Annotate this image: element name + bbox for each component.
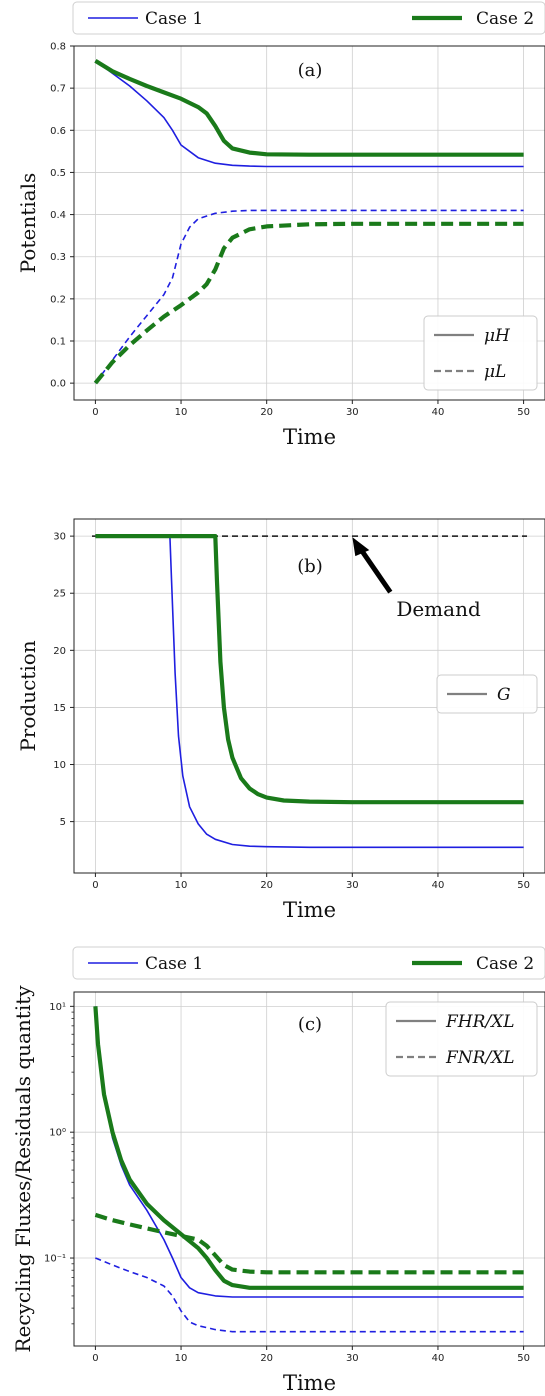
- demand-arrow: [357, 545, 393, 594]
- x-tick-label: 30: [346, 407, 359, 418]
- legend-frame: [72, 946, 545, 980]
- y-tick-label: 20: [53, 646, 66, 657]
- x-tick-label: 30: [346, 1353, 359, 1364]
- plot-frame: [73, 991, 545, 1347]
- panel-annotation: (b): [297, 556, 323, 577]
- y-tick-label: 10⁰: [49, 1128, 66, 1139]
- x-tick-label: 40: [432, 1353, 445, 1364]
- plot-frame: [73, 45, 545, 401]
- y-tick-label: 15: [53, 703, 66, 714]
- legend-label-1: Case 1: [145, 954, 203, 974]
- style-legend-frame: [423, 315, 538, 391]
- x-tick-label: 10: [175, 1353, 188, 1364]
- x-tick-label: 30: [346, 880, 359, 891]
- legend-label-2: Case 2: [476, 954, 534, 974]
- x-tick-label: 0: [92, 407, 98, 418]
- x-tick-label: 50: [517, 880, 530, 891]
- style-legend: G: [436, 674, 538, 714]
- series-case-1-solid: [95, 535, 524, 849]
- style-legend-label: FNR/XL: [445, 1048, 515, 1068]
- style-legend-label: G: [497, 685, 511, 705]
- series-case-1-dashed: [95, 1257, 524, 1333]
- style-legend-label: FHR/XL: [445, 1012, 515, 1032]
- panel-a: 0 10 20 30 40 50 0.0 0.1 0.2 0.3 0.4 0.5 0.6 0.7 0.8 Ti…: [16, 42, 545, 449]
- x-axis-label: Time: [283, 425, 336, 449]
- style-legend-label: μH: [484, 326, 511, 346]
- y-tick-label: 0.3: [50, 252, 66, 263]
- style-legend-label: μL: [484, 362, 506, 382]
- y-tick-label: 10¹: [49, 1002, 66, 1013]
- y-tick-label: 0.6: [50, 126, 66, 137]
- legend-frame: [72, 1, 545, 35]
- demand-arrow-head: [352, 537, 370, 557]
- x-tick-label: 40: [432, 880, 445, 891]
- series-case-2-dashed: [93, 221, 524, 385]
- x-tick-label: 50: [517, 407, 530, 418]
- y-tick-label: 0.4: [50, 210, 66, 221]
- case-legend-top: Case 1 Case 2: [72, 1, 545, 35]
- panel-b: 0 10 20 30 40 50 5 10 15 20 25 30 Time Production Dema…: [16, 518, 545, 922]
- y-axis-label: Production: [16, 640, 40, 751]
- y-tick-label: 0.5: [50, 168, 66, 179]
- series-case-2-solid: [95, 533, 524, 805]
- x-tick-label: 20: [260, 880, 273, 891]
- x-axis-label: Time: [283, 1371, 336, 1395]
- y-axis-label: Recycling Fluxes/Residuals quantity: [11, 985, 35, 1353]
- series-case-2-dashed: [94, 1212, 524, 1275]
- x-tick-label: 10: [175, 880, 188, 891]
- series-case-2-solid: [94, 59, 524, 157]
- style-legend: FHR/XL FNR/XL: [385, 1001, 538, 1077]
- series-case-1-solid: [94, 60, 524, 168]
- demand-label: Demand: [396, 597, 481, 621]
- series-case-2-solid: [93, 1006, 524, 1290]
- y-tick-label: 10: [53, 760, 66, 771]
- y-axis-label: Potentials: [16, 173, 40, 273]
- y-tick-label: 10⁻¹: [44, 1254, 66, 1265]
- y-tick-label: 0.1: [50, 337, 66, 348]
- y-tick-label: 0.7: [50, 84, 66, 95]
- y-tick-label: 5: [60, 817, 66, 828]
- x-tick-label: 0: [92, 880, 98, 891]
- x-axis-label: Time: [283, 898, 336, 922]
- legend-label-2: Case 2: [476, 9, 534, 29]
- x-tick-label: 0: [92, 1353, 98, 1364]
- x-tick-label: 20: [260, 1353, 273, 1364]
- legend-label-1: Case 1: [145, 9, 203, 29]
- x-tick-label: 10: [175, 407, 188, 418]
- style-legend: μH μL: [423, 315, 538, 391]
- panel-annotation: (a): [298, 60, 323, 81]
- panel-c: 0 10 20 30 40 50 10⁻¹ 10⁰ 10¹ Time Recycling Fluxe…: [11, 985, 545, 1395]
- y-tick-label: 0.8: [50, 42, 66, 53]
- x-tick-label: 50: [517, 1353, 530, 1364]
- x-tick-label: 40: [432, 407, 445, 418]
- y-tick-label: 25: [53, 589, 66, 600]
- x-tick-label: 20: [260, 407, 273, 418]
- series-case-1-dashed: [94, 209, 524, 384]
- y-tick-label: 0.0: [50, 379, 66, 390]
- y-tick-label: 30: [53, 532, 66, 543]
- plot-frame: [73, 518, 545, 874]
- panel-annotation: (c): [298, 1014, 322, 1035]
- case-legend-bottom: Case 1 Case 2: [72, 946, 545, 980]
- y-tick-label: 0.2: [50, 294, 66, 305]
